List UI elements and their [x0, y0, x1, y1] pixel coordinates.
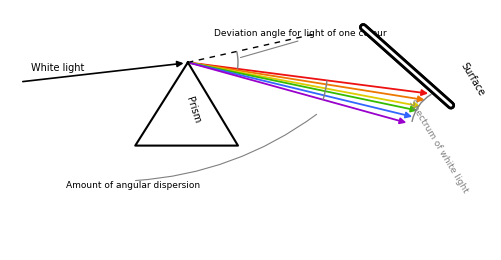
- Text: Prism: Prism: [184, 96, 202, 125]
- Text: White light: White light: [31, 63, 84, 73]
- Text: Amount of angular dispersion: Amount of angular dispersion: [66, 181, 200, 190]
- Text: Deviation angle for light of one colour: Deviation angle for light of one colour: [214, 29, 387, 38]
- Text: Spectrum of white light: Spectrum of white light: [407, 99, 470, 195]
- Text: Surface: Surface: [458, 61, 486, 98]
